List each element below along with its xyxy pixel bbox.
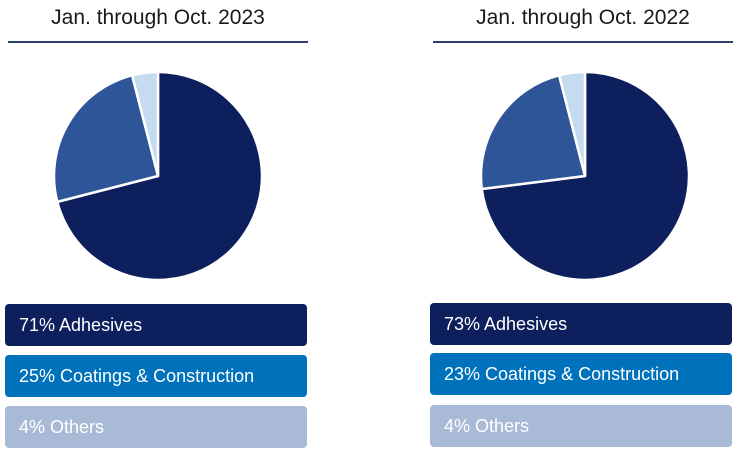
legend-item-adhesives: 73% Adhesives — [430, 303, 732, 345]
pie-slice-coatings-construction — [52, 74, 160, 204]
title-divider — [8, 41, 308, 43]
title-divider — [433, 41, 733, 43]
legend-item-coatings-construction: 25% Coatings & Construction — [5, 355, 307, 397]
pie-slice-others — [130, 70, 160, 178]
pie-slice-adhesives — [56, 70, 264, 282]
chart-panel-2022: Jan. through Oct. 2022 73% Adhesives 23%… — [425, 0, 745, 456]
legend-item-adhesives: 71% Adhesives — [5, 304, 307, 346]
pie-slice-others — [557, 70, 587, 178]
legend-item-others: 4% Others — [430, 405, 732, 447]
pie-slice-coatings-construction — [479, 74, 587, 191]
legend-item-coatings-construction: 23% Coatings & Construction — [430, 353, 732, 395]
legend-item-others: 4% Others — [5, 406, 307, 448]
chart-title-2023: Jan. through Oct. 2023 — [51, 6, 265, 29]
chart-title-2022: Jan. through Oct. 2022 — [476, 6, 690, 29]
pie-chart-2023 — [52, 70, 264, 282]
chart-panel-2023: Jan. through Oct. 2023 71% Adhesives 25%… — [0, 0, 320, 456]
pie-chart-2022 — [479, 70, 691, 282]
